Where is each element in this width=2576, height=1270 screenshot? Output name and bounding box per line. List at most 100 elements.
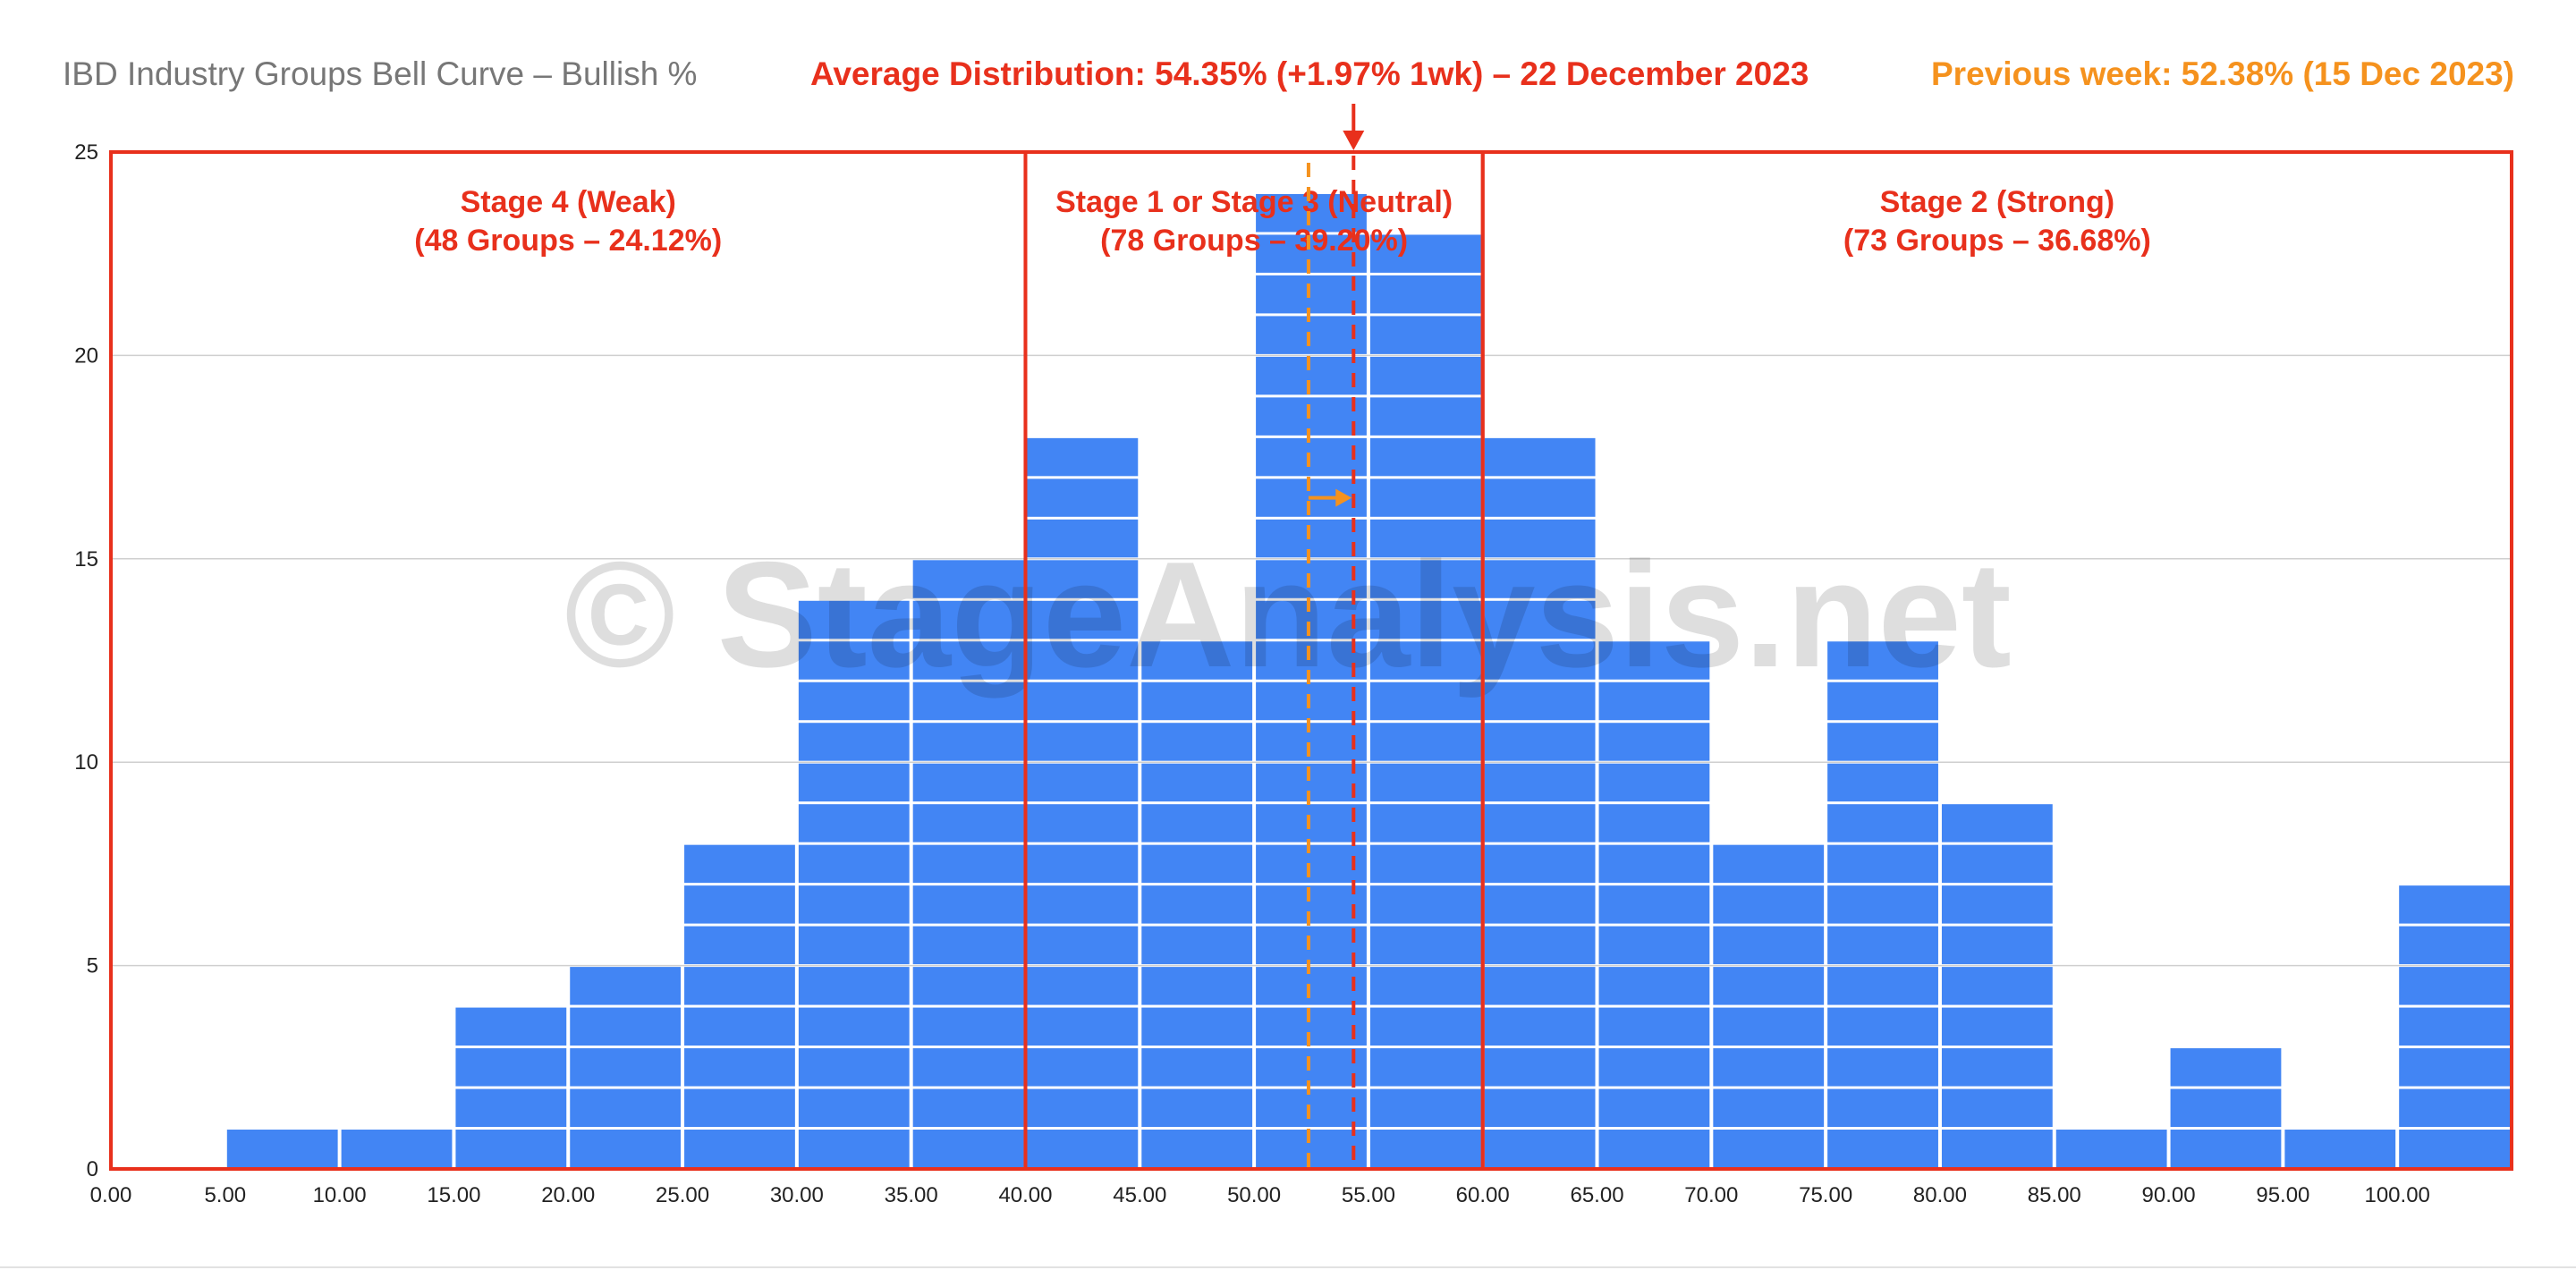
bar-segment [1598,641,1710,680]
bar-segment [1027,641,1139,680]
bar-segment [2284,1130,2396,1168]
bar [1027,437,1139,1168]
bar-segment [1598,1007,1710,1046]
bar-segment [1484,967,1596,1005]
bar-segment [1369,600,1481,639]
bar-segment [798,641,910,680]
bar-segment [1484,763,1596,802]
bar-segment [1141,1007,1253,1046]
x-tick-label: 40.00 [998,1183,1052,1207]
bar-segment [2399,885,2510,924]
x-tick-label: 35.00 [885,1183,938,1207]
bar-segment [1256,560,1367,598]
bar-segment [1827,926,1938,965]
bar-segment [1941,1088,2053,1128]
bar-segment [1141,1130,1253,1168]
bar-segment [1027,763,1139,802]
bar-segment [1713,1007,1825,1046]
bar-segment [912,885,1024,924]
bar-segment [798,763,910,802]
stage-count-label: (73 Groups – 36.68%) [1843,224,2151,258]
chart-title: IBD Industry Groups Bell Curve – Bullish… [63,55,698,92]
bar-segment [2399,1088,2510,1128]
bar-segment [1141,967,1253,1005]
bar [2284,1130,2396,1168]
bar-segment [1141,885,1253,924]
bar-segment [1369,1088,1481,1128]
bar-segment [912,926,1024,965]
bar-segment [1027,437,1139,477]
bar-segment [1827,682,1938,721]
bar-segment [2399,1048,2510,1087]
stage-count-label: (78 Groups – 39.20%) [1100,224,1408,258]
bar [341,1130,453,1168]
bar-segment [1256,275,1367,314]
bar-segment [912,1007,1024,1046]
bar [912,560,1024,1168]
bar-segment [1598,1130,1710,1168]
bar-segment [1713,926,1825,965]
bar-segment [684,885,795,924]
bar-segment [1827,723,1938,761]
bar-segment [1369,478,1481,517]
bar-segment [1484,723,1596,761]
bar-segment [2399,967,2510,1005]
bar [1256,193,1367,1168]
bar-segment [1941,967,2053,1005]
x-tick-label: 25.00 [656,1183,709,1207]
bar-segment [684,967,795,1005]
bar-segment [1941,1007,2053,1046]
bar-segment [1484,641,1596,680]
bar-segment [1256,641,1367,680]
bar-segment [1369,967,1481,1005]
bar [226,1130,338,1168]
bar-segment [1598,1048,1710,1087]
bars [226,193,2510,1168]
x-tick-label: 20.00 [541,1183,595,1207]
bar-segment [1027,723,1139,761]
x-tick-label: 75.00 [1799,1183,1852,1207]
bar-segment [912,723,1024,761]
bar-segment [1256,234,1367,273]
bar-segment [1027,1088,1139,1128]
bar [1713,844,1825,1168]
bar-segment [1941,844,2053,884]
bar [1141,641,1253,1168]
bar-segment [912,682,1024,721]
bar-segment [1027,478,1139,517]
bar-segment [684,926,795,965]
x-tick-label: 50.00 [1227,1183,1281,1207]
bar-segment [912,1048,1024,1087]
bar [798,600,910,1168]
x-tick-label: 45.00 [1113,1183,1166,1207]
bar-segment [2055,1130,2167,1168]
bar [2055,1130,2167,1168]
x-tick-label: 85.00 [2028,1183,2081,1207]
x-tick-label: 80.00 [1913,1183,1967,1207]
bar-segment [1027,600,1139,639]
bar-segment [1141,844,1253,884]
bar-segment [1256,356,1367,395]
bar-segment [1827,844,1938,884]
bar-segment [1256,316,1367,354]
bar-segment [1484,804,1596,842]
bar-segment [912,967,1024,1005]
y-tick-label: 0 [87,1157,98,1181]
stage-label: Stage 4 (Weak) [461,185,676,219]
y-tick-label: 25 [74,140,98,165]
bar-segment [1256,437,1367,477]
bar-segment [570,1007,682,1046]
bar-segment [1713,1130,1825,1168]
bar-segment [1256,1007,1367,1046]
bar-segment [1369,519,1481,558]
bar-segment [2399,1130,2510,1168]
stage-label: Stage 1 or Stage 3 (Neutral) [1055,185,1453,219]
bar-segment [1713,967,1825,1005]
bar [2170,1048,2282,1168]
bar-segment [570,1130,682,1168]
bar-segment [1369,1130,1481,1168]
bar-segment [1369,316,1481,354]
bar [1369,234,1481,1168]
bar-segment [1598,844,1710,884]
y-tick-label: 10 [74,750,98,775]
